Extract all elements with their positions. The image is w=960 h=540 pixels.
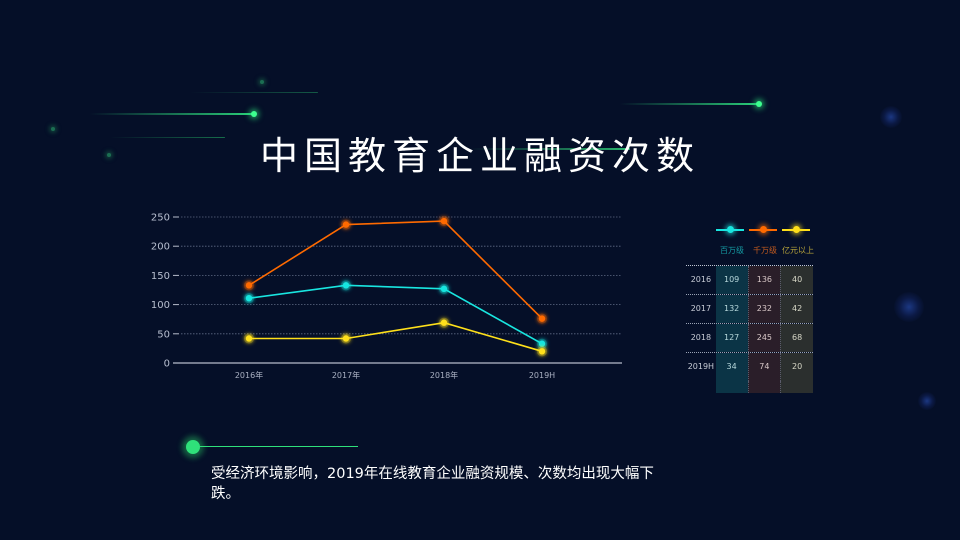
page-title: 中国教育企业融资次数 xyxy=(259,134,700,179)
cell-million: 34 xyxy=(715,353,748,381)
decor-dot xyxy=(51,127,55,131)
svg-text:50: 50 xyxy=(157,329,170,340)
decor-dot xyxy=(260,80,264,84)
row-year: 2018 xyxy=(690,333,712,342)
row-year: 2017 xyxy=(690,304,712,313)
cell-million: 132 xyxy=(715,295,748,323)
legend-dot-icon xyxy=(760,226,767,233)
decor-streak xyxy=(620,101,762,107)
decor-streak xyxy=(190,92,318,93)
cell-hundred-million: 20 xyxy=(780,353,814,381)
svg-text:2019H: 2019H xyxy=(529,371,555,380)
svg-text:150: 150 xyxy=(151,271,170,282)
table-footer xyxy=(686,381,814,393)
line-chart: 0 50 100 150 200 250 2016年 2017年 2018年 2019H xyxy=(140,200,640,390)
note-bullet-icon xyxy=(186,440,200,454)
table-row: 2016 109 136 40 xyxy=(686,265,814,294)
chart-canvas: 0 50 100 150 200 250 2016年 2017年 2018年 2019H xyxy=(151,213,622,380)
cell-ten-million: 136 xyxy=(747,266,781,294)
row-year: 2016 xyxy=(690,275,712,284)
svg-text:2018年: 2018年 xyxy=(430,370,458,380)
cell-hundred-million: 42 xyxy=(780,295,814,323)
svg-text:2017年: 2017年 xyxy=(332,370,360,380)
cell-ten-million: 74 xyxy=(747,353,781,381)
cell-million: 109 xyxy=(715,266,748,294)
decor-streak xyxy=(470,148,630,150)
table-row: 2018 127 245 68 xyxy=(686,323,814,352)
cell-ten-million: 245 xyxy=(747,324,781,352)
decor-streak xyxy=(110,137,225,138)
decor-dot xyxy=(107,153,111,157)
svg-text:250: 250 xyxy=(151,213,170,224)
svg-text:100: 100 xyxy=(151,300,170,311)
data-table: 2016 109 136 40 2017 132 232 42 2018 127… xyxy=(686,265,814,393)
legend-label: 亿元以上 xyxy=(782,246,814,255)
cell-hundred-million: 40 xyxy=(780,266,814,294)
chart-legend: 百万级 千万级 亿元以上 xyxy=(712,223,822,263)
cell-ten-million: 232 xyxy=(747,295,781,323)
svg-text:200: 200 xyxy=(151,242,170,253)
svg-text:0: 0 xyxy=(164,359,170,370)
legend-label: 千万级 xyxy=(753,246,777,255)
decor-glow xyxy=(880,106,902,128)
legend-item-million: 百万级 xyxy=(716,223,744,259)
decor-glow xyxy=(894,292,924,322)
cell-hundred-million: 68 xyxy=(780,324,814,352)
cell-million: 127 xyxy=(715,324,748,352)
legend-label: 百万级 xyxy=(720,246,744,255)
legend-dot-icon xyxy=(727,226,734,233)
decor-streak xyxy=(90,111,257,117)
row-year: 2019H xyxy=(687,362,715,371)
legend-dot-icon xyxy=(793,226,800,233)
note-divider xyxy=(198,446,358,447)
decor-glow xyxy=(918,392,936,410)
svg-text:2016年: 2016年 xyxy=(235,370,263,380)
table-row: 2019H 34 74 20 xyxy=(686,352,814,381)
note-text: 受经济环境影响，2019年在线教育企业融资规模、次数均出现大幅下跌。 xyxy=(211,466,654,502)
legend-item-hundred-million: 亿元以上 xyxy=(782,223,814,259)
legend-item-ten-million: 千万级 xyxy=(749,223,777,259)
table-row: 2017 132 232 42 xyxy=(686,294,814,323)
